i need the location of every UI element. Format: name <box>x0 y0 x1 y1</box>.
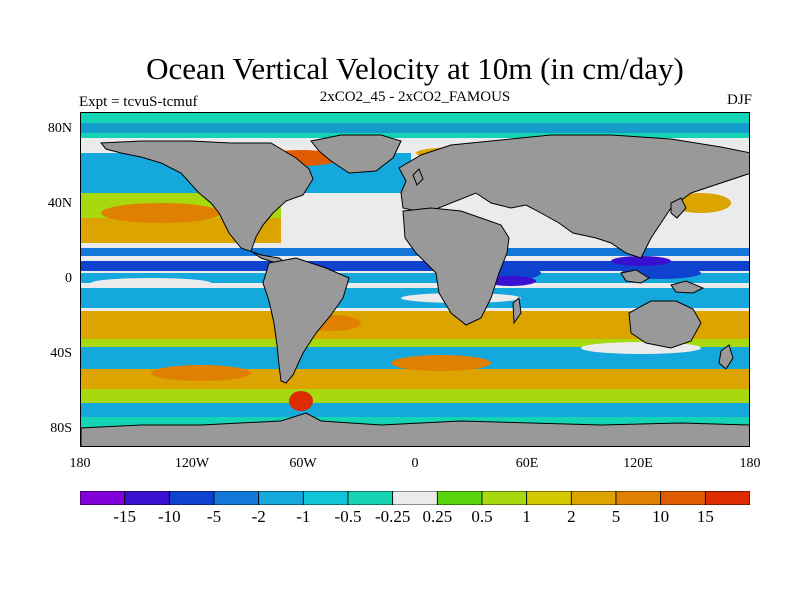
colorbar-label: -0.5 <box>334 507 362 526</box>
land-japan <box>670 197 687 219</box>
colorbar-label: 0.5 <box>471 507 493 526</box>
chart-subtitle: 2xCO2_45 - 2xCO2_FAMOUS <box>319 89 511 105</box>
patch <box>391 355 491 371</box>
colorbar-swatch <box>615 491 662 505</box>
land-africa <box>402 207 510 326</box>
colorbar-swatch <box>258 491 304 505</box>
lon-label: 180 <box>739 456 761 471</box>
patch <box>289 391 313 411</box>
colorbar-label: 0.25 <box>422 507 453 526</box>
colorbar-swatch <box>436 491 483 505</box>
colorbar-swatch <box>704 491 750 505</box>
patch <box>151 365 251 381</box>
patch <box>611 256 671 266</box>
colorbar <box>80 491 750 505</box>
land-south-america <box>262 257 350 384</box>
lon-label: 180 <box>69 456 91 471</box>
colorbar-swatch <box>124 491 170 505</box>
colorbar-swatch <box>302 491 349 505</box>
colorbar-swatch <box>526 491 572 505</box>
land-uk <box>412 168 424 186</box>
lat-label: 40S <box>50 346 72 361</box>
colorbar-swatch <box>213 491 260 505</box>
lat-label: 0 <box>65 271 72 286</box>
band-equatorial-cyan <box>81 273 749 283</box>
band-arctic-blue <box>81 123 749 133</box>
colorbar-label: 10 <box>652 507 670 526</box>
band-antarctic-cyan <box>81 403 749 417</box>
colorbar-label: -2 <box>251 507 266 526</box>
land-indonesia <box>620 269 650 284</box>
patch <box>91 278 211 288</box>
colorbar-label: 15 <box>696 507 714 526</box>
land-greenland <box>310 134 402 174</box>
colorbar-swatch <box>392 491 438 505</box>
lon-label: 120W <box>174 456 210 471</box>
map-panel <box>80 112 750 447</box>
colorbar-swatch <box>80 491 126 505</box>
band-equatorial-blue <box>81 261 749 271</box>
lon-label: 0 <box>411 456 419 471</box>
colorbar-label: -10 <box>157 507 181 526</box>
colorbar-swatch <box>570 491 617 505</box>
colorbar-label: -1 <box>296 507 311 526</box>
band-southern-ocean-green <box>81 389 749 403</box>
colorbar-swatch <box>660 491 706 505</box>
lon-label: 120E <box>623 456 653 471</box>
colorbar-label: 2 <box>567 507 576 526</box>
land-masses <box>81 134 749 446</box>
colorbar-label: 5 <box>611 507 621 526</box>
lon-label: 60E <box>515 456 539 471</box>
lat-label: 40N <box>47 196 72 211</box>
band-southern-subtropics-green <box>81 339 749 347</box>
colorbar-label: -0.25 <box>374 507 411 526</box>
lon-label: 60W <box>289 456 317 471</box>
colorbar-swatch <box>168 491 215 505</box>
patch <box>101 203 221 223</box>
lat-label: 80N <box>47 121 72 136</box>
land-madagascar <box>512 297 522 325</box>
experiment-label: Expt = tcvuS-tcmuf <box>79 94 198 110</box>
patch <box>486 276 536 286</box>
land-australia <box>628 300 702 349</box>
colorbar-label: -5 <box>206 507 222 526</box>
colorbar-swatch <box>481 491 528 505</box>
colorbar-label: -15 <box>113 507 136 526</box>
chart-title: Ocean Vertical Velocity at 10m (in cm/da… <box>146 51 684 86</box>
colorbar-swatch <box>347 491 394 505</box>
lat-label: 80S <box>50 421 72 436</box>
land-eurasia <box>398 134 749 259</box>
colorbar-label: 1 <box>522 507 531 526</box>
land-north-america <box>99 140 314 264</box>
land-antarctica <box>81 412 749 446</box>
velocity-field-map <box>81 113 749 446</box>
season-label: DJF <box>726 92 752 108</box>
land-new-guinea <box>670 280 705 294</box>
land-new-zealand <box>718 344 734 370</box>
